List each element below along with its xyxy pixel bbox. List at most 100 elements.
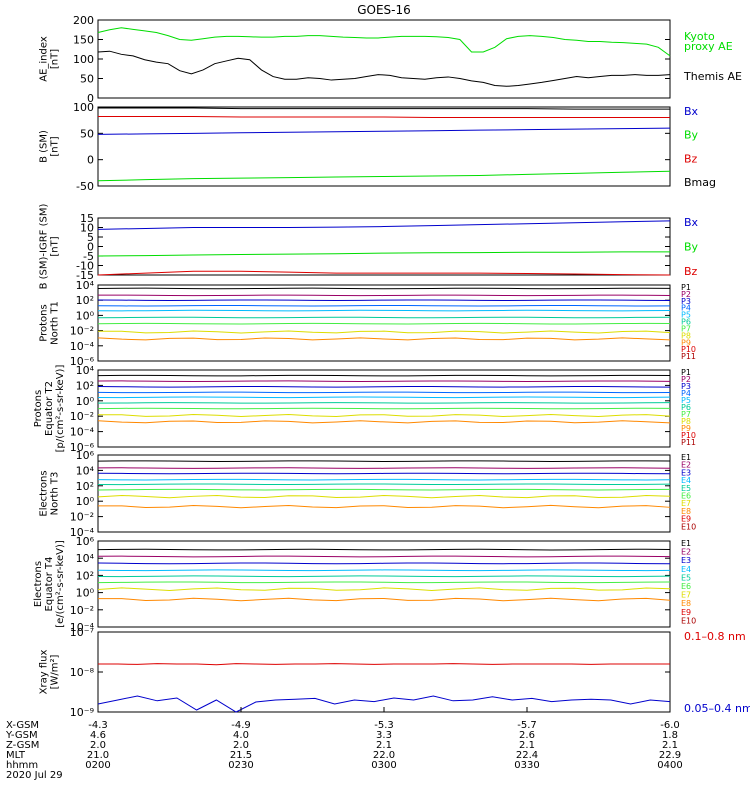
y-tick-label: 10⁻⁴ — [70, 340, 95, 353]
channel-line-p7 — [97, 407, 671, 410]
channel-line-e1 — [97, 460, 671, 462]
y-tick-label: 0 — [87, 241, 94, 254]
y-tick-label: 10⁶ — [76, 535, 95, 548]
channel-line-p3 — [97, 386, 671, 388]
axis-value: 4.6 — [90, 730, 106, 741]
legend-p1: P1 — [681, 283, 691, 292]
channel-line-e6 — [97, 488, 671, 491]
y-tick-label: 10⁻⁴ — [70, 426, 95, 439]
legend-e1: E1 — [681, 453, 691, 462]
y-axis-label: [W/m²] — [50, 654, 61, 689]
series-line-bz — [98, 115, 670, 119]
y-tick-label: -5 — [83, 250, 94, 263]
y-tick-label: 10⁴ — [76, 464, 95, 477]
y-tick-label: 10² — [76, 480, 94, 493]
axis-value: -5.7 — [517, 720, 537, 731]
axis-value: 21.0 — [87, 750, 109, 761]
y-tick-label: 10⁻² — [70, 604, 94, 617]
legend-e2: E2 — [681, 548, 691, 557]
axis-value: 0400 — [657, 760, 682, 771]
y-tick-label: 10⁴ — [76, 364, 95, 377]
y-tick-label: 10⁰ — [76, 495, 95, 508]
legend-e3: E3 — [681, 556, 691, 565]
y-axis-label: Xray flux — [39, 650, 50, 695]
legend-p2: P2 — [681, 290, 691, 299]
axis-value: 0200 — [85, 760, 110, 771]
y-tick-label: 50 — [80, 73, 94, 86]
y-axis-label: North T3 — [50, 472, 61, 516]
legend-p11: P11 — [681, 438, 696, 447]
legend-p8: P8 — [681, 417, 691, 426]
y-axis-label: Equator T2 — [44, 381, 55, 436]
panel-frame — [97, 106, 671, 187]
y-tick-label: 10² — [76, 294, 94, 307]
legend-kyoto: Kyoto — [684, 30, 715, 43]
legend-p9: P9 — [681, 424, 691, 433]
channel-line-p8 — [97, 413, 671, 418]
legend-0-05-0-4-nm: 0.05–0.4 nm — [684, 702, 750, 715]
y-axis-label: [nT] — [50, 236, 61, 256]
axis-value: 1.8 — [662, 730, 678, 741]
y-tick-label: 0 — [87, 154, 94, 167]
legend-e2: E2 — [681, 461, 691, 470]
series-line-bx — [97, 127, 671, 135]
legend-bx: Bx — [684, 216, 699, 229]
channel-line-e8 — [97, 504, 671, 509]
y-tick-label: 10⁶ — [76, 449, 95, 462]
panel-frame — [97, 284, 671, 362]
legend-e4: E4 — [681, 565, 691, 574]
y-axis-label: Protons — [33, 390, 44, 427]
panel-2: 100 50 0 -50 B (SM) [nT] Bx By Bz Bmag — [39, 101, 717, 193]
channel-line-p6 — [97, 402, 671, 404]
row-label-z-gsm: Z-GSM — [6, 740, 39, 751]
y-axis-label: Protons — [39, 304, 50, 341]
legend-bmag: Bmag — [684, 176, 716, 189]
legend-p4: P4 — [681, 304, 691, 313]
y-tick-label: 150 — [73, 34, 94, 47]
channel-line-p4 — [97, 304, 671, 307]
y-axis-label: [nT] — [50, 136, 61, 156]
y-axis-label: Electrons — [39, 470, 50, 516]
axis-value: -4.3 — [88, 720, 108, 731]
series-line-by — [97, 251, 670, 257]
y-axis-label: [p/(cm²-s-sr-keV)] — [55, 365, 66, 453]
axis-value: -4.9 — [231, 720, 251, 731]
y-tick-label: 10⁻⁴ — [70, 621, 95, 634]
channel-line-e2 — [97, 555, 671, 558]
y-axis-label: [nT] — [50, 49, 61, 69]
channel-line-e5 — [97, 483, 671, 486]
y-tick-label: -15 — [76, 269, 94, 282]
y-tick-label: 10 — [80, 222, 94, 235]
y-tick-label: 15 — [80, 212, 94, 225]
y-tick-label: 10⁻² — [70, 511, 94, 524]
legend-by: By — [684, 241, 699, 254]
legend-e6: E6 — [681, 492, 691, 501]
series-line-kyoto-proxy-ae — [97, 27, 671, 57]
axis-value: 22.0 — [373, 750, 395, 761]
y-axis-label: North T1 — [50, 301, 61, 345]
axis-value: 0330 — [514, 760, 539, 771]
channel-line-e3 — [97, 562, 671, 565]
legend-p6: P6 — [681, 318, 691, 327]
legend-p9: P9 — [681, 338, 691, 347]
y-tick-label: 10² — [76, 379, 94, 392]
row-label-hhmm: hhmm — [6, 760, 38, 771]
channel-line-p2 — [97, 380, 671, 382]
y-tick-label: 10⁰ — [76, 309, 95, 322]
channel-line-p9 — [97, 337, 671, 341]
plot-title: GOES-16 — [357, 3, 411, 17]
y-tick-label: 10⁻⁷ — [70, 626, 94, 639]
legend-p11: P11 — [681, 352, 696, 361]
panel-frame — [97, 454, 671, 533]
y-tick-label: -50 — [76, 180, 94, 193]
legend-p4: P4 — [681, 389, 691, 398]
channel-line-p5 — [97, 396, 671, 399]
legend-e3: E3 — [681, 468, 691, 477]
legend-proxy-ae: proxy AE — [684, 40, 733, 53]
legend-p5: P5 — [681, 311, 691, 320]
axis-value: 2.1 — [376, 740, 392, 751]
y-tick-label: 10⁻⁴ — [70, 526, 95, 539]
